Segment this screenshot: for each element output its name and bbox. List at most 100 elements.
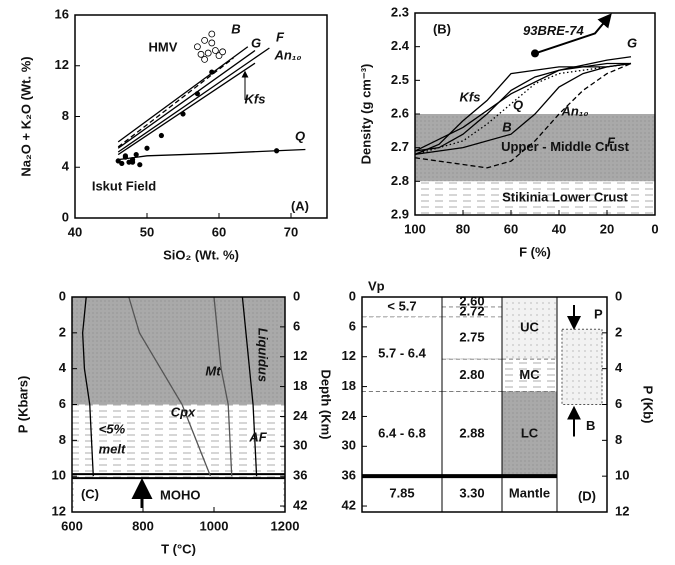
- series-line: [414, 62, 632, 156]
- y-tick-label: 24: [342, 408, 357, 423]
- x-tick-label: 0: [651, 221, 658, 236]
- data-point: [208, 30, 216, 38]
- annotation: Iskut Field: [92, 178, 156, 193]
- y2-tick-label: 10: [615, 468, 629, 483]
- y-axis-label: Na₂O + K₂O (Wt. %): [18, 56, 33, 176]
- layer: [441, 475, 503, 513]
- band: [415, 181, 655, 215]
- layer: [441, 391, 503, 477]
- y-axis-label: Density (g cm⁻³): [358, 64, 373, 165]
- y2-tick-label: 6: [615, 396, 622, 411]
- layer-label: < 5.7: [387, 298, 416, 313]
- layer-label: LC: [521, 425, 539, 440]
- y2-tick-label: 24: [293, 408, 308, 423]
- series-label: Mt: [205, 363, 221, 378]
- y-tick-label: 6: [349, 318, 356, 333]
- series-line: [241, 296, 258, 477]
- series-line: [128, 296, 212, 477]
- y2-tick-label: 6: [293, 318, 300, 333]
- y2-tick-label: 12: [293, 348, 307, 363]
- data-point: [201, 56, 209, 63]
- y-tick-label: 16: [55, 6, 69, 21]
- layer-label: 2.75: [459, 329, 484, 344]
- p-label: P: [594, 306, 603, 321]
- x-tick-label: 40: [68, 224, 82, 239]
- layer-label: 2.88: [459, 425, 484, 440]
- layer-label: Mantle: [509, 486, 550, 501]
- annotation: (D): [578, 488, 596, 503]
- x-tick-label: 40: [552, 221, 566, 236]
- vp-header: Vp: [368, 278, 385, 293]
- data-point: [201, 36, 209, 44]
- series-label: B: [502, 119, 511, 134]
- data-point: [180, 111, 186, 117]
- y-axis-label: P (Kbars): [15, 376, 30, 434]
- x-tick-label: 1000: [200, 518, 229, 533]
- x-axis-label: SiO₂ (Wt. %): [163, 247, 239, 262]
- x-tick-label: 80: [456, 221, 470, 236]
- series-label: Kfs: [245, 91, 266, 106]
- y-tick-label: 12: [52, 503, 66, 518]
- sample-point: [531, 49, 539, 58]
- y-tick-label: 2.6: [391, 105, 409, 120]
- layer-label: 2.72: [459, 303, 484, 318]
- data-point: [208, 39, 216, 47]
- pb-box: [561, 328, 603, 405]
- x-tick-label: 100: [404, 221, 426, 236]
- y-tick-label: 12: [55, 57, 69, 72]
- x-tick-label: 1200: [271, 518, 300, 533]
- y2-axis-label: P (Kb): [641, 385, 656, 423]
- x-tick-label: 60: [504, 221, 518, 236]
- band: [415, 114, 655, 182]
- series-label: Cpx: [171, 404, 196, 419]
- b-label: B: [586, 418, 595, 433]
- layer: [501, 391, 558, 477]
- layer-label: 6.4 - 6.8: [378, 425, 426, 440]
- band: [72, 297, 285, 405]
- data-point: [219, 48, 227, 56]
- series-label: Q: [513, 97, 523, 112]
- data-point: [144, 145, 150, 151]
- series-line: [117, 46, 249, 143]
- annotation: melt: [99, 441, 126, 456]
- y2-tick-label: 8: [615, 432, 622, 447]
- y-tick-label: 36: [342, 468, 356, 483]
- series-label: Liquidus: [256, 328, 271, 382]
- series-line: [117, 57, 234, 148]
- data-point: [122, 153, 129, 159]
- y-tick-label: 6: [59, 396, 66, 411]
- x-tick-label: 50: [140, 224, 154, 239]
- data-point: [137, 162, 143, 168]
- layer-label: 7.85: [389, 486, 414, 501]
- y-tick-label: 0: [349, 288, 356, 303]
- series-label: An₁₀: [560, 103, 588, 118]
- y-tick-label: 4: [62, 159, 70, 174]
- y-tick-label: 8: [59, 432, 66, 447]
- sample-label: 93BRE-74: [523, 23, 584, 38]
- annotation: (B): [433, 21, 451, 36]
- layer-label: 5.7 - 6.4: [378, 346, 426, 361]
- layer-label: 3.30: [459, 486, 484, 501]
- data-point: [273, 148, 280, 154]
- annotation: (C): [81, 486, 99, 501]
- data-point: [115, 158, 121, 164]
- y-tick-label: 2.9: [391, 206, 409, 221]
- y-tick-label: 4: [59, 360, 67, 375]
- series-line: [117, 62, 256, 156]
- series-line: [414, 62, 631, 152]
- series-label: Kfs: [460, 89, 481, 104]
- series-label: B: [231, 21, 240, 36]
- y-tick-label: 12: [342, 348, 356, 363]
- annotation: HMV: [149, 39, 178, 54]
- x-axis-label: T (°C): [161, 541, 196, 556]
- series-line: [414, 62, 632, 155]
- series-label: G: [251, 35, 261, 50]
- data-point: [197, 50, 205, 58]
- y-tick-label: 2.8: [391, 173, 409, 188]
- y2-tick-label: 18: [293, 378, 307, 393]
- band-label: Stikinia Lower Crust: [502, 190, 628, 205]
- x-tick-label: 70: [284, 224, 298, 239]
- y-tick-label: 0: [59, 288, 66, 303]
- y-tick-label: 18: [342, 378, 356, 393]
